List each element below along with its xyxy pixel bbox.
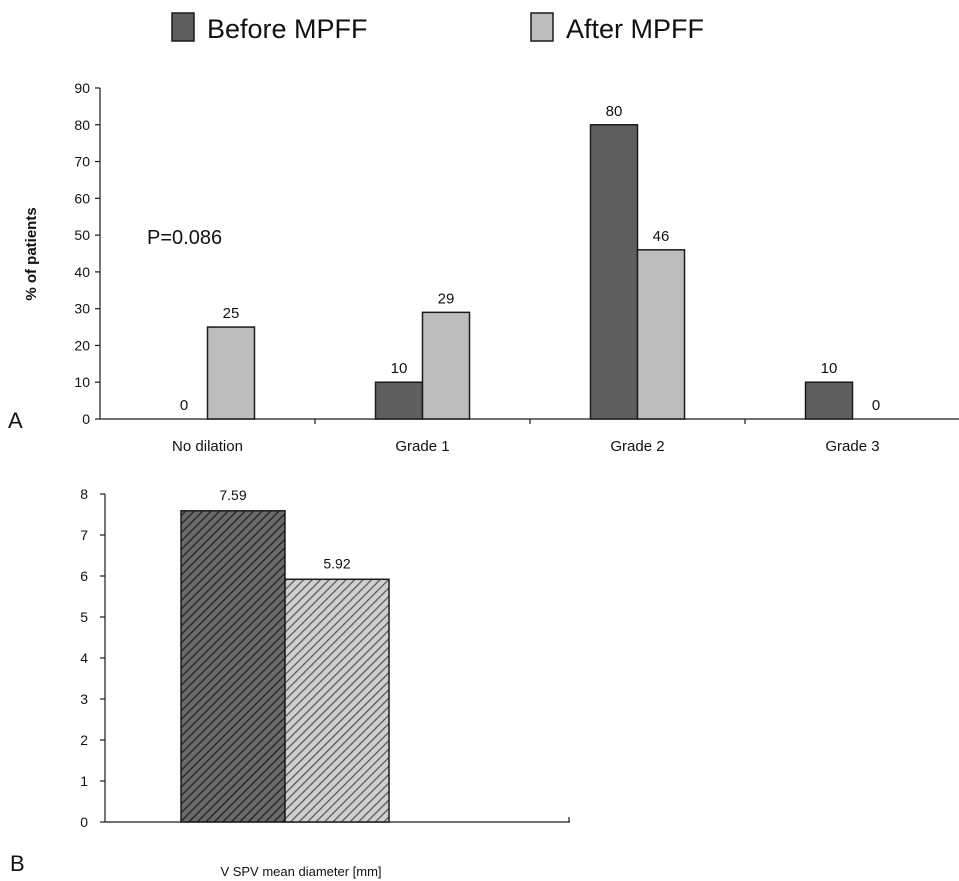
- panel-label-a: A: [8, 408, 23, 433]
- data-label-before: 10: [821, 360, 838, 377]
- category-label: Grade 2: [610, 438, 664, 455]
- data-label-before: 10: [391, 360, 408, 377]
- data-label-after: 25: [223, 305, 240, 322]
- y-tick-label-a: 90: [74, 80, 90, 96]
- y-axis-label-a: % of patients: [23, 207, 40, 300]
- legend-swatch-before: [171, 12, 195, 42]
- data-label-after: 0: [872, 397, 880, 414]
- bar-after: [636, 249, 686, 420]
- bar-after: [421, 311, 471, 420]
- y-tick-label-b: 5: [80, 609, 88, 625]
- y-tick-label-b: 2: [80, 732, 88, 748]
- y-tick-label-a: 40: [74, 264, 90, 280]
- y-tick-label-b: 6: [80, 568, 88, 584]
- category-label: Grade 1: [395, 438, 449, 455]
- y-tick-label-a: 60: [74, 190, 90, 206]
- bar-before-diameter: [180, 510, 286, 823]
- y-tick-label-a: 20: [74, 337, 90, 353]
- legend-label-after: After MPFF: [566, 14, 704, 44]
- category-label: No dilation: [172, 438, 243, 455]
- y-tick-label-a: 0: [82, 411, 90, 427]
- y-tick-label-b: 8: [80, 486, 88, 502]
- p-value-annotation: P=0.086: [147, 227, 222, 249]
- data-label-before: 80: [606, 103, 623, 120]
- y-tick-label-b: 3: [80, 691, 88, 707]
- data-label-before: 0: [180, 397, 188, 414]
- y-tick-label-a: 80: [74, 117, 90, 133]
- panel-label-b: B: [10, 851, 25, 876]
- data-label-after: 29: [438, 290, 455, 307]
- y-tick-label-b: 4: [80, 650, 88, 666]
- y-tick-label-a: 70: [74, 154, 90, 170]
- bar-before: [804, 381, 854, 420]
- data-label-after: 46: [653, 228, 670, 245]
- y-tick-label-b: 7: [80, 527, 88, 543]
- data-label-diameter: 5.92: [323, 555, 350, 571]
- bar-after-diameter: [284, 578, 390, 823]
- y-tick-label-b: 0: [80, 814, 88, 830]
- bar-before: [374, 381, 424, 420]
- data-label-diameter: 7.59: [219, 487, 246, 503]
- y-tick-label-a: 10: [74, 374, 90, 390]
- bar-after: [206, 326, 256, 420]
- category-label: Grade 3: [825, 438, 879, 455]
- y-tick-label-a: 30: [74, 301, 90, 317]
- legend-swatch-after: [530, 12, 554, 42]
- bar-before: [589, 124, 639, 420]
- y-tick-label-b: 1: [80, 773, 88, 789]
- legend-label-before: Before MPFF: [207, 14, 368, 44]
- y-tick-label-a: 50: [74, 227, 90, 243]
- x-axis-label-b: V SPV mean diameter [mm]: [220, 864, 381, 879]
